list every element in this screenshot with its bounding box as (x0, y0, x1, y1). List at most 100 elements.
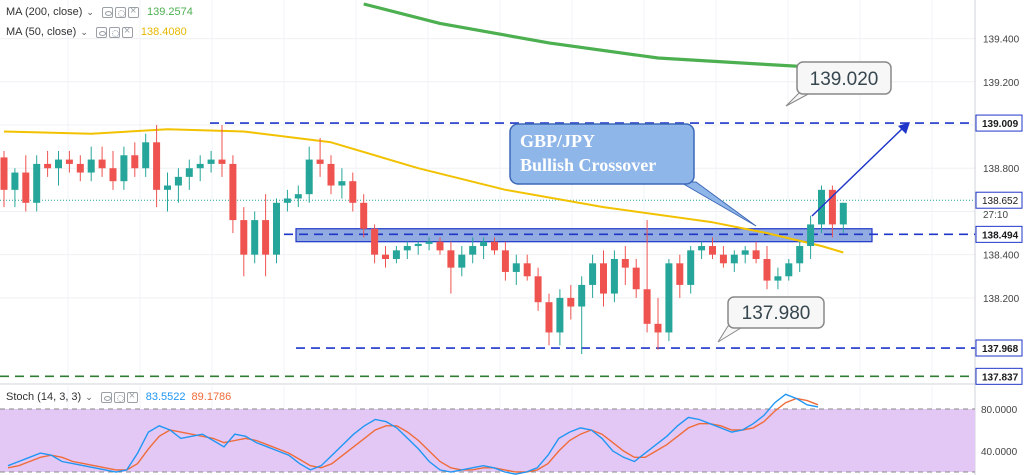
chevron-down-icon[interactable]: ⌄ (85, 391, 93, 402)
stoch-band (0, 409, 975, 472)
candle-body (33, 163, 41, 203)
candle-body (578, 284, 586, 307)
price-badge-green-bg (975, 367, 1023, 385)
candle-body (142, 142, 150, 169)
chevron-down-icon[interactable]: ⌄ (80, 26, 88, 37)
candle-body (349, 181, 357, 203)
candle-body (55, 159, 62, 169)
gear-icon[interactable] (114, 6, 126, 18)
candle-body (44, 163, 52, 169)
candle-body (22, 172, 30, 203)
eye-icon[interactable] (95, 26, 107, 38)
candle-body (785, 263, 793, 277)
stoch-label: Stoch (14, 3, 3) (6, 391, 82, 403)
candle-body (131, 155, 139, 169)
candle-body (698, 246, 706, 251)
candle-body (763, 258, 771, 281)
candle-body (643, 289, 651, 324)
stoch-tick-label: 80.0000 (981, 405, 1018, 416)
candle-body (480, 241, 488, 247)
stoch-k-value: 83.5522 (145, 391, 186, 403)
candle-body (741, 250, 749, 255)
candle-body (425, 241, 433, 244)
candle-body (567, 297, 575, 307)
eye-icon[interactable] (100, 391, 112, 403)
price-tick-label: 139.200 (983, 78, 1020, 89)
candle-body (600, 263, 607, 294)
candle-body (120, 155, 128, 182)
resistance-callout (796, 61, 892, 95)
gear-icon[interactable] (108, 26, 120, 38)
candle-body (839, 202, 847, 225)
candle-body (185, 168, 193, 177)
candle-body (709, 246, 716, 255)
ma200-line (363, 2, 844, 71)
ma200-value: 139.2574 (146, 6, 193, 18)
ma50-value: 138.4080 (140, 26, 187, 38)
candle-body (196, 163, 204, 169)
chevron-down-icon[interactable]: ⌄ (86, 6, 94, 17)
stoch-d-line (7, 397, 819, 473)
pattern-callout-line2: Bullish Crossover (520, 155, 656, 175)
countdown-label: 27:10 (983, 210, 1008, 221)
support-callout-label: 137.980 (742, 303, 811, 324)
price-tick-label: 139.400 (983, 35, 1020, 46)
price-badge-zone: 138.494 (982, 230, 1019, 241)
support-zone-box (295, 228, 873, 243)
stoch-k-line (7, 393, 819, 475)
price-badge-zone-bg (975, 225, 1023, 243)
candle-body (730, 254, 738, 264)
support-callout (727, 296, 825, 329)
candle-body (98, 159, 106, 169)
candle-body (251, 220, 259, 255)
candle-body (414, 243, 422, 247)
candle-body (752, 250, 760, 259)
price-badge-green: 137.837 (982, 372, 1019, 383)
candle-body (523, 263, 531, 277)
gear-icon[interactable] (113, 391, 125, 403)
stoch-legend[interactable]: Stoch (14, 3, 3) ⌄ 83.5522 89.1786 (6, 389, 231, 405)
close-icon[interactable] (121, 25, 133, 38)
candle-body (491, 241, 498, 251)
bullish-arrow-head (898, 122, 910, 134)
candle-body (632, 267, 640, 290)
price-axis[interactable]: 139.400 139.200 138.800 138.400 138.200 139.0… (975, 35, 1023, 458)
candle-body (403, 246, 411, 251)
stochastic-panel (0, 393, 975, 475)
close-icon[interactable] (126, 390, 138, 403)
candle-body (283, 198, 291, 203)
candle-body (360, 202, 368, 229)
candle-body (262, 220, 270, 255)
price-badge-last-bg (975, 191, 1023, 209)
candle-body (65, 159, 73, 164)
ma50-line (3, 128, 844, 254)
candle-body (589, 263, 597, 285)
candle-body (109, 168, 117, 182)
eye-icon[interactable] (101, 6, 113, 18)
candle-body (796, 246, 804, 264)
candle-body (273, 202, 280, 255)
candle-body (316, 159, 324, 164)
candle-body (371, 228, 379, 255)
close-icon[interactable] (127, 5, 139, 18)
candle-body (621, 258, 629, 268)
price-badge-resistance-bg (975, 114, 1023, 132)
candle-body (687, 250, 695, 285)
price-badge-support: 137.968 (982, 344, 1019, 355)
candle-body (665, 263, 673, 333)
candle-body (164, 185, 171, 190)
candle-body (76, 163, 84, 173)
moving-average-lines (3, 2, 844, 254)
candle-body (676, 263, 684, 285)
price-badge-resistance: 139.009 (982, 119, 1019, 130)
ma50-legend[interactable]: MA (50, close) ⌄ 138.4080 (6, 24, 187, 40)
candle-body (229, 163, 237, 221)
candle-body (501, 250, 509, 272)
price-badge-support-bg (975, 339, 1023, 357)
bullish-arrow (811, 125, 906, 217)
candle-body (240, 220, 248, 255)
ma200-legend[interactable]: MA (200, close) ⌄ 139.2574 (6, 4, 193, 20)
candle-body (392, 250, 400, 259)
candle-body (87, 159, 95, 173)
